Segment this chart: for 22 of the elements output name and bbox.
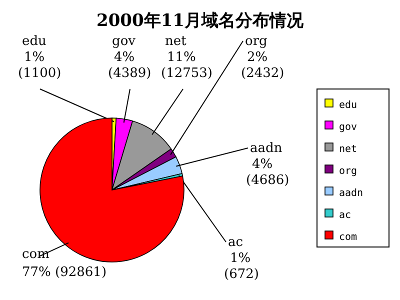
data-label: 4% (4686) — [246, 157, 290, 188]
legend-label: gov — [339, 122, 358, 133]
slice-label: gov — [112, 34, 136, 49]
data-label: 1% (672) — [224, 251, 259, 282]
slice-label: org — [245, 34, 268, 49]
data-label: 77% (92861) — [22, 265, 107, 280]
data-label: 4% (4389) — [108, 50, 152, 81]
legend-label: edu — [339, 100, 358, 111]
legend-label: ac — [339, 210, 352, 221]
legend-label: net — [339, 144, 358, 155]
slice-label: aadn — [250, 141, 283, 156]
legend-label: aadn — [339, 188, 364, 199]
slice-label: edu — [22, 34, 46, 49]
legend-label: org — [339, 166, 358, 177]
legend-label: com — [339, 232, 358, 243]
data-label: 11% (12753) — [161, 50, 212, 81]
slice-label: com — [22, 247, 50, 262]
chart-title: 2000年11月域名分布情况 — [96, 11, 304, 31]
slice-label: ac — [228, 235, 244, 250]
data-label: 1% (1100) — [18, 50, 62, 81]
data-label: 2% (2432) — [241, 50, 284, 81]
slice-label: net — [165, 34, 188, 49]
